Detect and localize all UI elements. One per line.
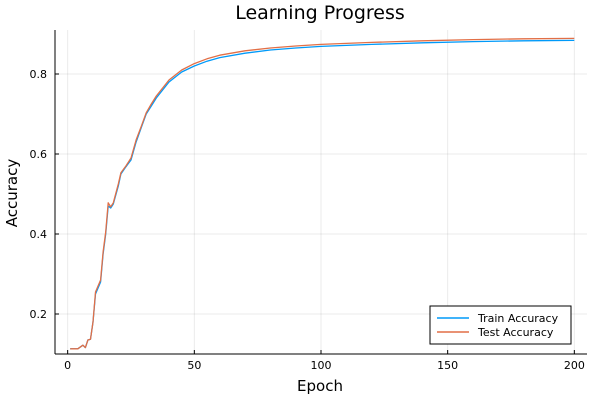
legend-label-test: Test Accuracy: [477, 326, 554, 339]
x-tick-label: 200: [564, 359, 585, 372]
series-line-test: [70, 37, 575, 350]
ticks: 0 50 100 150 200 0.2 0.4 0.6 0.8: [30, 68, 585, 372]
y-tick-label: 0.6: [30, 148, 48, 161]
y-tick-label: 0.2: [30, 308, 48, 321]
legend-box: [429, 305, 572, 345]
series-line-train: [70, 39, 575, 350]
x-tick-label: 0: [64, 359, 71, 372]
grid: [55, 30, 587, 354]
legend-label-train: Train Accuracy: [477, 312, 559, 325]
series: [70, 37, 575, 350]
y-axis-label: Accuracy: [3, 159, 21, 228]
y-tick-label: 0.4: [30, 228, 48, 241]
x-axis-label: Epoch: [297, 377, 343, 395]
x-tick-label: 150: [437, 359, 458, 372]
y-tick-label: 0.8: [30, 68, 48, 81]
x-tick-label: 50: [187, 359, 201, 372]
chart-title: Learning Progress: [235, 2, 405, 24]
x-tick-label: 100: [311, 359, 332, 372]
legend: Train Accuracy Test Accuracy: [429, 305, 572, 345]
